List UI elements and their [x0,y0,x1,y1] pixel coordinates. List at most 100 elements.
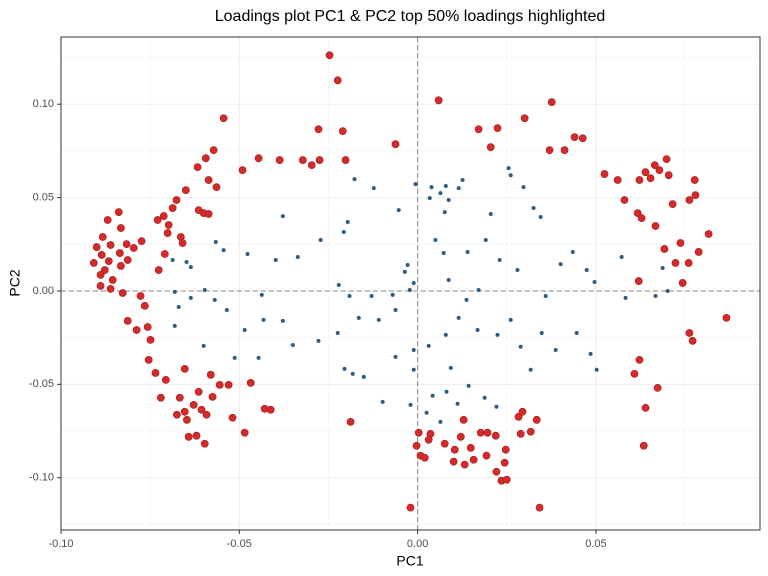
point [694,248,703,256]
point [224,381,233,389]
point [280,318,285,323]
point [411,367,416,372]
point [240,428,249,437]
point [256,355,261,360]
point [188,295,193,300]
point [491,431,500,440]
point [424,410,429,415]
point [298,156,307,164]
point [650,161,659,170]
point [151,369,160,377]
point [188,265,193,270]
point [96,282,105,290]
point [639,441,648,450]
point [482,451,491,460]
point [413,182,418,187]
point [333,76,342,85]
point [393,354,398,359]
point [335,330,340,335]
point [172,289,177,294]
point [342,366,347,371]
point [202,288,207,293]
point [443,332,448,337]
point [189,400,198,409]
point [508,173,513,178]
point [466,443,475,452]
point [159,212,168,220]
point [172,323,177,328]
point [115,249,124,257]
point [446,198,451,203]
point [455,401,460,406]
point [206,370,215,379]
point [224,308,229,313]
point [518,344,523,349]
point [261,317,266,322]
point [104,257,113,265]
point [704,230,713,238]
point [254,154,263,163]
point [114,208,123,217]
point [521,185,526,190]
point [164,221,173,229]
point [215,381,224,389]
point [623,295,628,300]
point [407,288,412,293]
point [315,156,324,164]
point [600,170,609,178]
point [173,410,181,419]
point [238,166,247,175]
point [475,327,480,332]
point [456,315,461,320]
point [684,259,693,267]
point [464,297,469,302]
point [97,251,106,259]
point [201,154,210,163]
point [123,316,132,325]
point [635,355,644,364]
point [476,428,485,437]
point [660,245,669,253]
x-axis-title: PC1 [396,553,423,569]
point [653,383,662,392]
point [314,125,323,134]
point [117,224,125,232]
point [245,251,250,256]
point [619,254,624,259]
point [376,317,381,322]
point [213,240,218,245]
point [685,329,694,337]
point [685,196,694,204]
point [122,240,131,248]
point [178,239,187,247]
point [433,237,438,242]
chart-title: Loadings plot PC1 & PC2 top 50% loadings… [215,8,606,25]
point [506,166,511,171]
point [163,229,172,237]
point [486,143,495,152]
point [144,355,153,364]
point [338,127,347,136]
x-tick-label: -0.10 [48,538,73,550]
point [676,239,685,247]
point [89,259,98,267]
point [665,288,670,293]
point [497,257,502,262]
point [193,163,202,172]
point [92,243,101,251]
point [547,98,556,107]
point [132,326,141,334]
point [460,460,469,469]
point [508,317,513,322]
panel-border [60,36,761,531]
point [412,441,421,450]
point [424,435,433,444]
point [170,257,175,262]
point [108,276,117,284]
point [532,415,541,424]
point [242,327,247,332]
point [209,146,218,155]
point [545,146,554,155]
point [440,439,449,448]
